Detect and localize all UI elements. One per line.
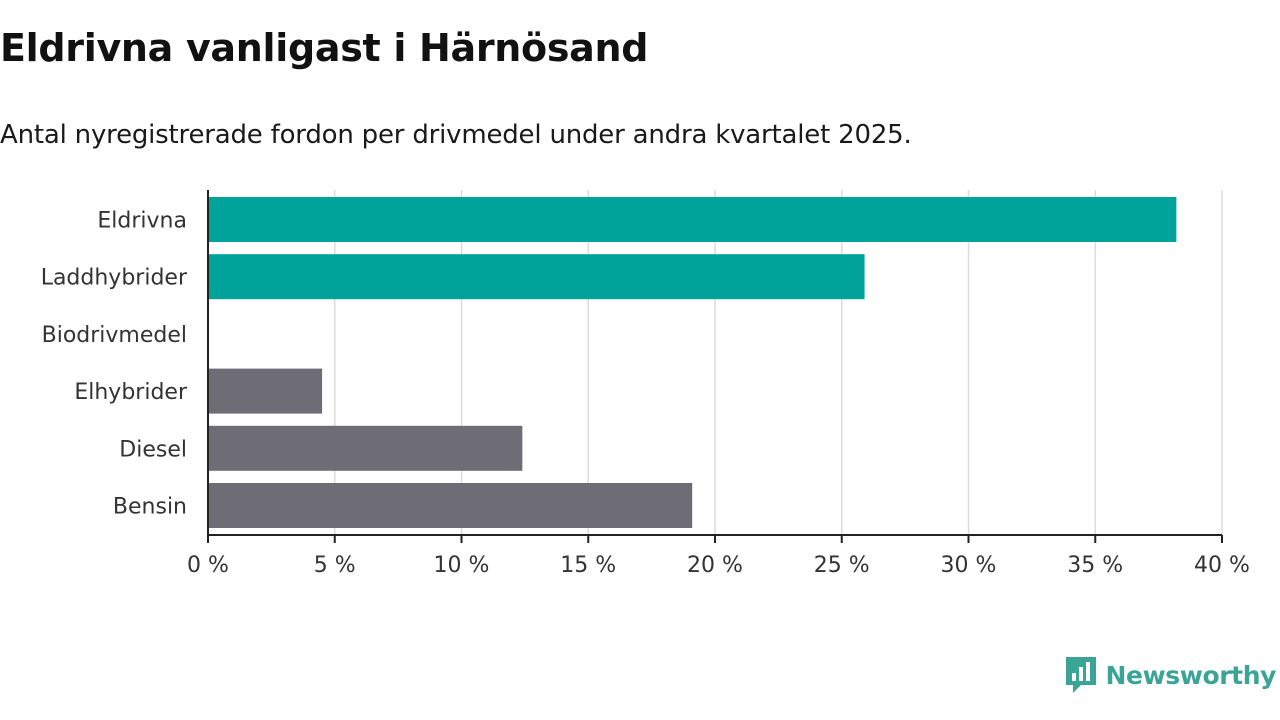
- bar-laddhybrider: [208, 254, 865, 300]
- brand-name: Newsworthy: [1105, 660, 1277, 690]
- bar-diesel: [208, 425, 523, 471]
- x-tick-label: 30 %: [941, 553, 997, 578]
- category-label: Bensin: [113, 495, 187, 520]
- x-tick-label: 25 %: [814, 553, 870, 578]
- x-tick-label: 15 %: [560, 553, 616, 578]
- chart-title: Eldrivna vanligast i Härnösand: [0, 26, 649, 70]
- x-tick-label: 35 %: [1067, 553, 1123, 578]
- category-label: Diesel: [119, 437, 187, 462]
- category-label: Eldrivna: [97, 209, 187, 234]
- x-tick-label: 5 %: [314, 553, 356, 578]
- bar-bensin: [208, 483, 693, 528]
- x-tick-label: 40 %: [1194, 553, 1250, 578]
- category-label: Biodrivmedel: [42, 323, 187, 348]
- bar-elhybrider: [208, 368, 323, 414]
- newsworthy-logo-icon: [1065, 657, 1096, 693]
- x-tick-label: 20 %: [687, 553, 743, 578]
- bars: [208, 197, 1177, 528]
- bar-chart: 0 % 5 % 10 % 15 % 20 % 25 % 30 % 35 % 40 % Eldri…: [41, 190, 1250, 578]
- category-label: Laddhybrider: [41, 266, 188, 291]
- x-axis: 0 % 5 % 10 % 15 % 20 % 25 % 30 % 35 % 40 %: [187, 190, 1250, 578]
- gridlines: [334, 190, 1223, 535]
- x-tick-label: 0 %: [187, 553, 229, 578]
- category-label: Elhybrider: [74, 380, 188, 405]
- category-labels: Eldrivna Laddhybrider Biodrivmedel Elhybrid…: [41, 209, 188, 520]
- newsworthy-brand: Newsworthy: [1064, 655, 1277, 695]
- x-tick-label: 10 %: [434, 553, 490, 578]
- bar-eldrivna: [208, 197, 1177, 242]
- chart-subtitle: Antal nyregistrerade fordon per drivmede…: [0, 120, 912, 150]
